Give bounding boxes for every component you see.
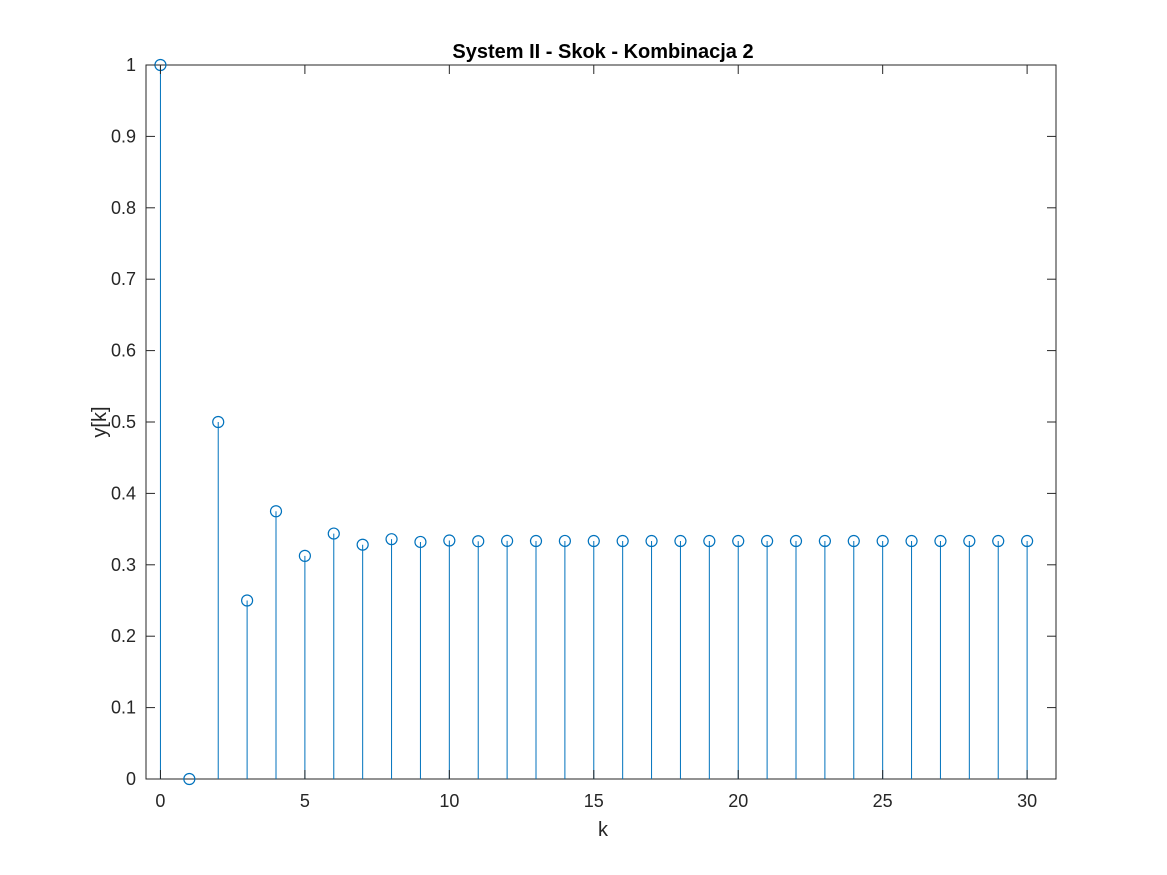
stem-marker [645, 534, 658, 548]
y-tick-label: 0.7 [111, 269, 136, 289]
stem-marker [992, 534, 1005, 548]
stem-marker [183, 772, 196, 786]
y-tick-label: 0.3 [111, 555, 136, 575]
x-axis-label: k [598, 819, 609, 841]
x-tick-label: 10 [439, 791, 459, 811]
stem-marker [472, 535, 485, 548]
y-tick-label: 0.6 [111, 341, 136, 361]
stem-marker [789, 534, 803, 548]
y-tick-label: 0.9 [111, 126, 136, 146]
stem-marker [674, 534, 687, 548]
y-ticks-group: 0 0.1 0.2 0.3 0.4 0.5 0.6 0.7 0.8 0.9 1 [111, 55, 1056, 789]
y-tick-label: 0.1 [111, 698, 136, 718]
plot-area [145, 64, 1057, 780]
stem-marker [558, 534, 571, 548]
stem-marker [212, 415, 225, 429]
stem-marker [934, 534, 947, 548]
x-tick-label: 20 [728, 791, 748, 811]
stem-marker [385, 533, 398, 546]
stem-marker [241, 594, 254, 607]
stems-group [159, 65, 1028, 779]
x-tick-label: 5 [300, 791, 310, 811]
stem-marker [703, 534, 716, 548]
y-tick-label: 0.8 [111, 198, 136, 218]
stem-marker [963, 534, 976, 548]
y-tick-label: 0.5 [111, 412, 136, 432]
y-tick-label: 0.4 [111, 483, 136, 503]
y-tick-label: 1 [126, 55, 136, 75]
stem-marker [616, 534, 629, 548]
stem-marker [356, 538, 369, 551]
stem-marker [1021, 534, 1034, 548]
y-axis-label: y[k] [89, 406, 111, 437]
stem-marker [414, 535, 427, 549]
stem-marker [818, 534, 831, 548]
stem-marker [761, 534, 774, 548]
stem-marker [876, 534, 889, 548]
y-tick-label: 0 [126, 769, 136, 789]
stem-marker [269, 505, 283, 518]
stem-marker [298, 549, 311, 562]
stem-marker [529, 534, 543, 548]
stem-marker [732, 534, 745, 548]
x-tick-label: 30 [1017, 791, 1037, 811]
x-tick-label: 25 [873, 791, 893, 811]
x-tick-label: 15 [584, 791, 604, 811]
markers-group [154, 58, 1034, 786]
stem-marker [847, 534, 860, 548]
stem-marker [587, 534, 600, 548]
stem-marker [905, 534, 918, 548]
stem-marker [501, 534, 514, 547]
stem-marker [327, 527, 340, 540]
chart-title: System II - Skok - Kombinacja 2 [452, 41, 753, 63]
x-tick-label: 0 [155, 791, 165, 811]
stem-marker [443, 534, 456, 547]
y-tick-label: 0.2 [111, 626, 136, 646]
x-ticks-group: 0 5 10 15 20 25 30 [155, 65, 1037, 811]
